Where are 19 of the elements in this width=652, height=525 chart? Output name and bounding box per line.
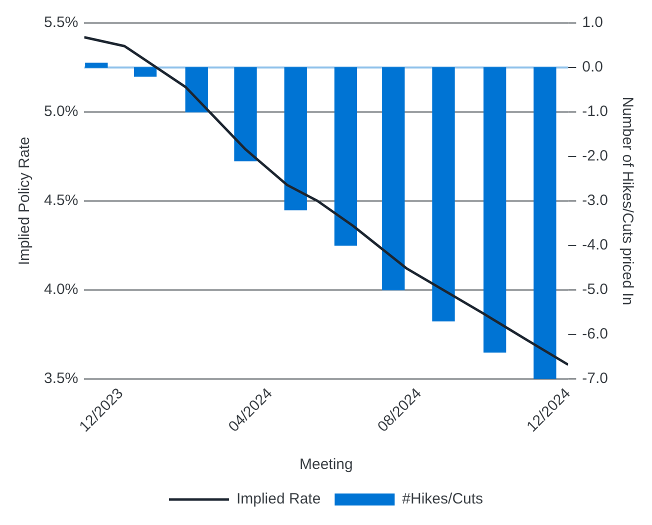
y-tick-label: 5.5% — [44, 14, 78, 32]
y2-tick-label: -6.0 — [582, 326, 608, 343]
y2-tick-label: -1.0 — [582, 103, 608, 120]
y-tick-label: 5.0% — [44, 103, 78, 120]
y-axis-title: Implied Policy Rate — [16, 136, 34, 266]
y2-tick-label: 0.0 — [582, 58, 604, 76]
y-tick-label: 3.5% — [44, 370, 78, 388]
legend-label: Implied Rate — [236, 490, 321, 508]
legend-label: #Hikes/Cuts — [402, 490, 484, 508]
y-tick-label: 4.0% — [44, 281, 78, 298]
y2-tick-label: -7.0 — [582, 370, 608, 388]
y2-tick-label: -3.0 — [582, 192, 608, 210]
y2-tick-label: 1.0 — [582, 14, 604, 32]
y2-tick-label: -2.0 — [582, 148, 608, 165]
y2-axis-title: Number of Hikes/Cuts priced In — [618, 96, 636, 306]
y2-tick-label: -5.0 — [582, 281, 608, 298]
y2-tick-label: -4.0 — [582, 236, 608, 254]
x-axis-title: Meeting — [299, 456, 353, 474]
y-tick-label: 4.5% — [44, 192, 78, 210]
